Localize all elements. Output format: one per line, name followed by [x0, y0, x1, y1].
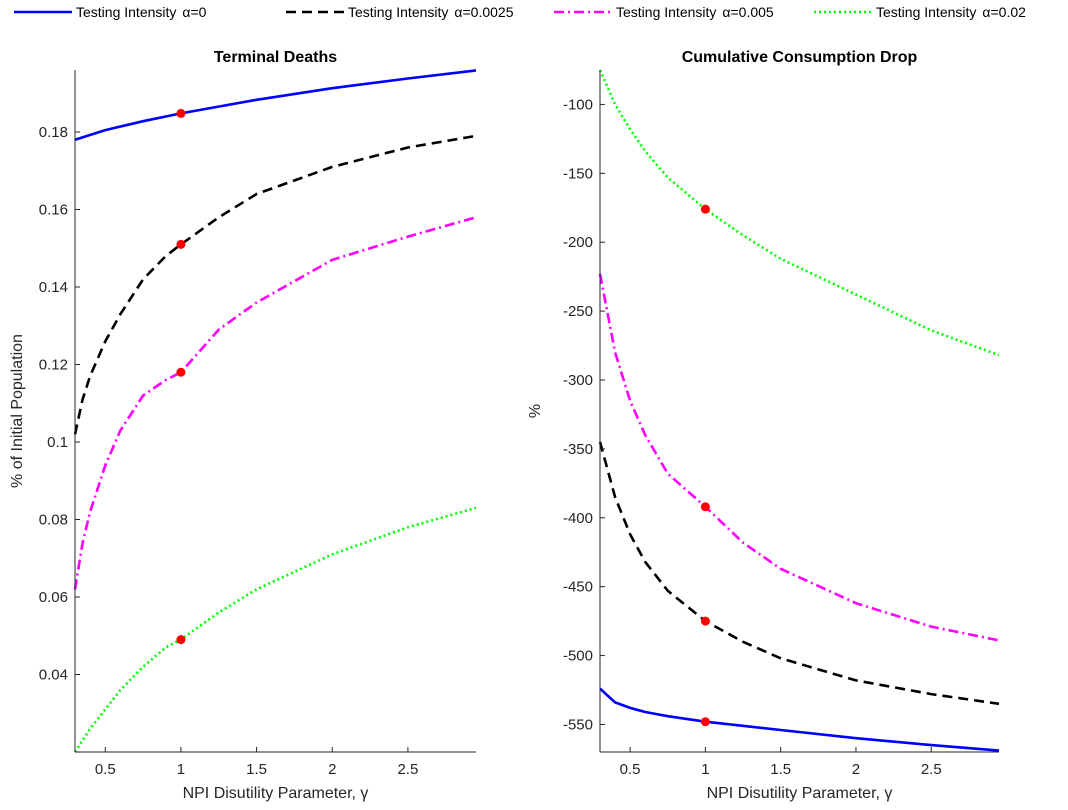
- data-marker: [700, 502, 710, 512]
- data-marker: [176, 108, 186, 118]
- data-marker: [176, 239, 186, 249]
- legend: Testing Intensity α=0 Testing Intensity α=0…: [14, 4, 1026, 20]
- y-axis-label: %: [527, 404, 544, 418]
- y-tick-label: -150: [563, 165, 593, 182]
- y-tick-label: 0.1: [47, 434, 68, 451]
- legend-label-text: Testing Intensity: [348, 4, 448, 20]
- series-line-0: [74, 69, 477, 142]
- data-marker: [176, 367, 186, 377]
- data-marker: [700, 717, 710, 727]
- panel-title: Terminal Deaths: [214, 49, 337, 66]
- y-tick-label: -450: [563, 579, 593, 596]
- panel-title: Cumulative Consumption Drop: [682, 49, 918, 66]
- y-tick-label: 0.12: [39, 357, 68, 374]
- legend-alpha-text: α=0.02: [982, 4, 1026, 20]
- x-tick-label: 1.5: [246, 761, 267, 778]
- panel-cumulative-consumption-drop: 0.5 1 1.5 2 2.5 -550 -500 -450 -400 -350 -300 -250 -…: [527, 49, 1000, 802]
- y-tick-label: 0.06: [39, 589, 68, 606]
- x-axis-label: NPI Disutility Parameter, γ: [183, 785, 369, 802]
- series-line-1: [598, 441, 1000, 706]
- x-tick-label: 0.5: [95, 761, 116, 778]
- y-tick-label: -250: [563, 303, 593, 320]
- data-marker: [700, 616, 710, 626]
- legend-entry-label: Testing Intensity α=0.005: [616, 4, 774, 20]
- legend-label-text: Testing Intensity: [76, 4, 176, 20]
- legend-entry-label: Testing Intensity α=0.02: [876, 4, 1026, 20]
- series-line-2: [73, 216, 477, 590]
- y-tick-label: 0.18: [39, 124, 68, 141]
- y-axis-label: % of Initial Population: [9, 334, 26, 488]
- series-line-3: [598, 69, 1000, 357]
- legend-alpha-text: α=0.005: [722, 4, 774, 20]
- y-tick-label: 0.08: [39, 512, 68, 529]
- legend-entry-label: Testing Intensity α=0: [76, 4, 207, 20]
- x-tick-label: 1.5: [770, 761, 791, 778]
- legend-label-text: Testing Intensity: [616, 4, 716, 20]
- x-tick-label: 1: [177, 761, 185, 778]
- x-tick-label: 2.5: [397, 761, 418, 778]
- y-tick-label: -350: [563, 441, 593, 458]
- legend-label-text: Testing Intensity: [876, 4, 976, 20]
- series-line-0: [599, 687, 1000, 752]
- legend-entry-label: Testing Intensity α=0.0025: [348, 4, 514, 20]
- y-tick-label: -100: [563, 96, 593, 113]
- y-tick-label: 0.04: [39, 667, 68, 684]
- series-line-1: [73, 134, 477, 435]
- x-axis-label: NPI Disutility Parameter, γ: [707, 785, 893, 802]
- y-tick-label: -500: [563, 648, 593, 665]
- data-marker: [700, 204, 710, 214]
- x-tick-label: 0.5: [620, 761, 641, 778]
- y-tick-label: -200: [563, 234, 593, 251]
- y-tick-label: 0.14: [39, 279, 68, 296]
- series-line-2: [598, 273, 1000, 642]
- x-tick-label: 1: [701, 761, 709, 778]
- y-tick-label: -400: [563, 510, 593, 527]
- y-tick-label: -300: [563, 372, 593, 389]
- data-marker: [176, 635, 186, 645]
- x-tick-label: 2: [852, 761, 860, 778]
- legend-alpha-text: α=0.0025: [454, 4, 513, 20]
- x-tick-label: 2.5: [921, 761, 942, 778]
- legend-alpha-text: α=0: [182, 4, 206, 20]
- x-tick-label: 2: [328, 761, 336, 778]
- y-tick-label: -550: [563, 716, 593, 733]
- y-tick-label: 0.16: [39, 202, 68, 219]
- series-line-3: [73, 506, 477, 753]
- panel-terminal-deaths: 0.5 1 1.5 2 2.5 0.04 0.06 0.08 0.1 0.12 0.14 0.16 0.…: [9, 49, 477, 802]
